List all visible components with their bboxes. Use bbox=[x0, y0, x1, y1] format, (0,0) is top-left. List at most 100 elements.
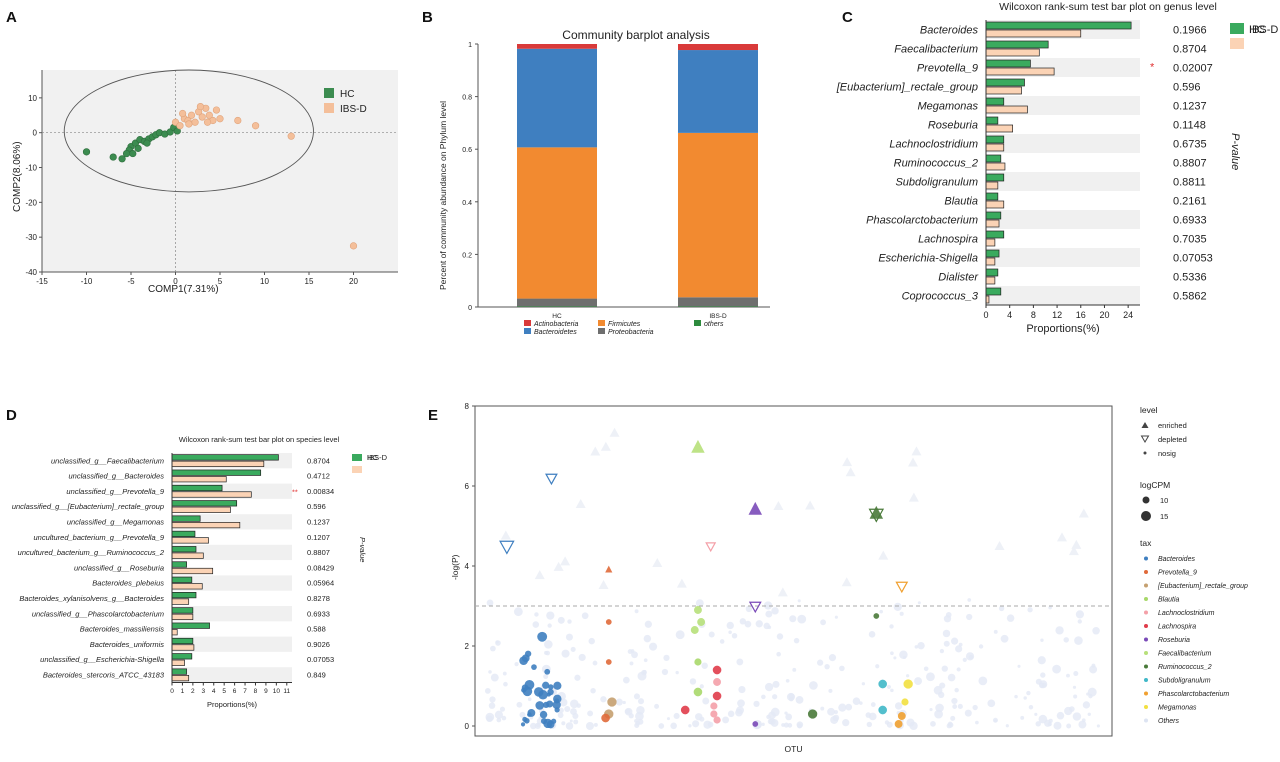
background-point bbox=[935, 703, 944, 713]
background-point bbox=[484, 688, 491, 694]
background-point bbox=[543, 674, 549, 680]
x-tick-label: 24 bbox=[1123, 310, 1133, 320]
background-marker bbox=[560, 556, 571, 566]
bar-ibsd bbox=[171, 674, 190, 682]
legend-swatch bbox=[1230, 38, 1244, 49]
p-value: 0.2161 bbox=[1173, 195, 1207, 207]
p-value: 0.1207 bbox=[307, 533, 330, 542]
bar-hc bbox=[985, 173, 1005, 182]
p-value: 0.08429 bbox=[307, 563, 334, 572]
data-point-bacteroides bbox=[533, 687, 544, 697]
data-point-bacteroides bbox=[539, 710, 548, 719]
bar-ibsd bbox=[171, 460, 265, 467]
bar-ibsd bbox=[171, 613, 194, 621]
background-point bbox=[707, 721, 714, 728]
category-label: unclassified_g__Prevotella_9 bbox=[66, 487, 164, 496]
data-point-nosig bbox=[897, 712, 906, 720]
bar-ibsd bbox=[985, 181, 999, 190]
data-point-nosig bbox=[607, 697, 617, 707]
background-point bbox=[663, 654, 670, 661]
category-label: Bacteroides_xylanisolvens_g__Bacteroides bbox=[19, 594, 164, 603]
background-point bbox=[1027, 607, 1033, 613]
background-point bbox=[637, 718, 644, 725]
background-point bbox=[565, 722, 574, 730]
p-value: 0.07053 bbox=[307, 655, 334, 664]
legend-label: Phascolarctobacterium bbox=[1158, 691, 1229, 698]
x-tick-label: -5 bbox=[127, 277, 135, 286]
p-value: 0.7035 bbox=[1173, 233, 1207, 245]
bar-ibsd bbox=[171, 659, 185, 666]
category-label: unclassified_g__Bacteroides bbox=[69, 472, 165, 481]
data-point-hc bbox=[143, 139, 151, 147]
legend-swatch bbox=[524, 320, 531, 326]
background-marker bbox=[907, 457, 918, 467]
data-point-ibs-d bbox=[198, 113, 206, 121]
legend-label: Prevotella_9 bbox=[1158, 570, 1197, 577]
background-point bbox=[852, 697, 861, 705]
bar-hc bbox=[171, 469, 262, 476]
data-point-nosig bbox=[601, 713, 610, 723]
legend-swatch bbox=[1230, 23, 1244, 34]
background-point bbox=[998, 605, 1005, 612]
background-point bbox=[570, 699, 579, 709]
y-tick-label: 4 bbox=[465, 562, 470, 571]
legend-size-icon bbox=[1141, 511, 1151, 521]
bar-ibsd bbox=[985, 143, 1005, 152]
data-point-nosig bbox=[878, 679, 887, 689]
y-tick-label: 1 bbox=[468, 42, 472, 49]
background-marker bbox=[805, 500, 816, 510]
data-point-ibs-d bbox=[203, 118, 212, 126]
bar-ibsd bbox=[171, 567, 214, 575]
background-point bbox=[884, 720, 890, 725]
background-point bbox=[784, 711, 788, 715]
bar-hc bbox=[171, 561, 187, 568]
background-point bbox=[637, 671, 647, 681]
background-point bbox=[783, 722, 789, 728]
background-point bbox=[914, 677, 923, 686]
background-point bbox=[544, 640, 553, 649]
p-value: 0.596 bbox=[307, 502, 326, 511]
row-band bbox=[986, 134, 1140, 153]
data-point-hc bbox=[134, 144, 142, 152]
background-marker bbox=[1068, 546, 1079, 556]
chart-title: Wilcoxon rank-sum test bar plot on speci… bbox=[179, 435, 340, 444]
background-point bbox=[1092, 627, 1100, 635]
legend-swatch bbox=[524, 328, 531, 334]
background-point bbox=[708, 631, 715, 638]
p-value: 0.1148 bbox=[1173, 119, 1206, 131]
p-value: 0.6933 bbox=[307, 609, 330, 618]
background-point bbox=[739, 618, 747, 625]
background-point bbox=[592, 660, 598, 666]
chart-title: Wilcoxon rank-sum test bar plot on genus… bbox=[999, 1, 1217, 13]
background-point bbox=[636, 706, 645, 715]
background-point bbox=[1006, 614, 1015, 622]
background-point bbox=[695, 599, 704, 608]
x-tick-label: 0 bbox=[173, 277, 178, 286]
background-marker bbox=[600, 441, 611, 451]
background-point bbox=[1028, 704, 1034, 710]
x-tick-label: 10 bbox=[273, 688, 281, 695]
background-point bbox=[615, 698, 623, 706]
background-point bbox=[770, 707, 780, 717]
data-point-ibs-d bbox=[205, 111, 213, 119]
legend-label: Ruminococcus_2 bbox=[1158, 664, 1212, 671]
legend-swatch bbox=[352, 454, 362, 461]
legend-label: depleted bbox=[1158, 435, 1187, 444]
background-point bbox=[643, 658, 648, 663]
data-point-ibs-d bbox=[176, 122, 184, 130]
background-point bbox=[1081, 718, 1086, 723]
background-marker bbox=[676, 578, 687, 588]
x-tick-label: 15 bbox=[305, 277, 314, 286]
x-tick-label: 9 bbox=[264, 688, 268, 695]
background-point bbox=[502, 671, 507, 676]
background-point bbox=[972, 704, 978, 711]
legend-label: Roseburia bbox=[1158, 637, 1190, 644]
background-point bbox=[557, 712, 564, 719]
background-point bbox=[966, 613, 973, 621]
p-value-axis-label: P-value bbox=[358, 537, 367, 562]
legend-label: Proteobacteria bbox=[608, 329, 654, 336]
background-point bbox=[828, 688, 833, 693]
panel-label-c: C bbox=[842, 9, 853, 26]
legend-label: Firmicutes bbox=[608, 321, 641, 328]
category-label: Bacteroides_stercoris_ATCC_43183 bbox=[43, 670, 165, 679]
